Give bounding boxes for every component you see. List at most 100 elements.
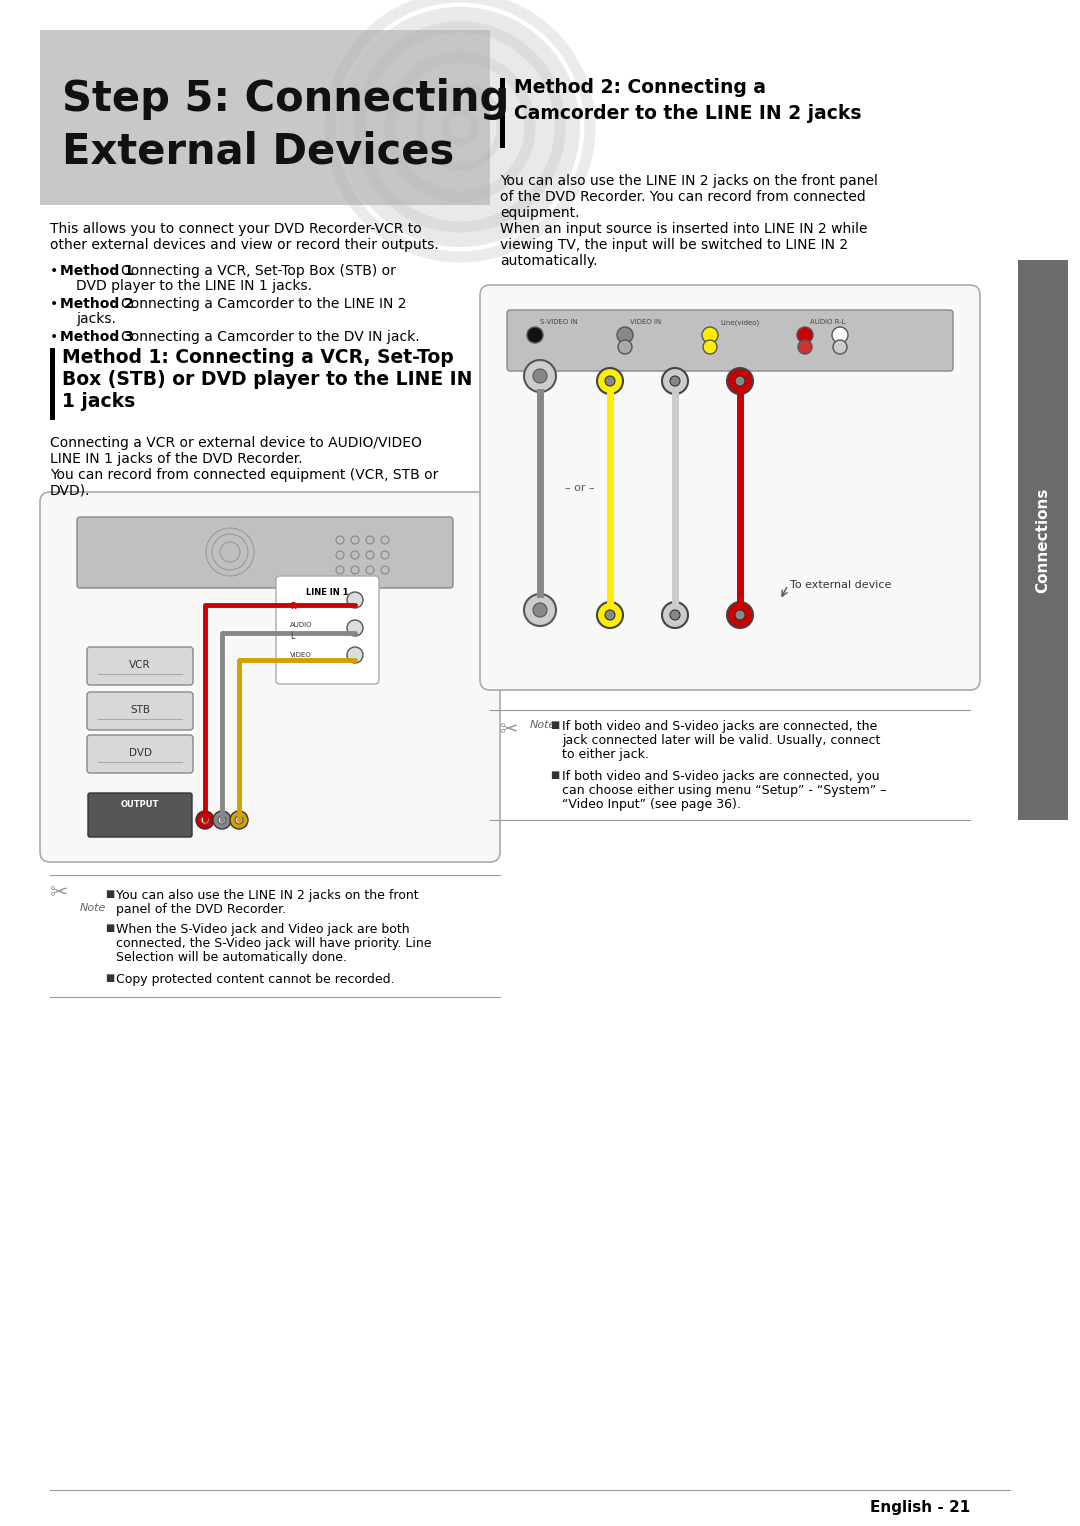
Circle shape bbox=[524, 360, 556, 392]
Circle shape bbox=[347, 647, 363, 662]
Text: If both video and S-video jacks are connected, you: If both video and S-video jacks are conn… bbox=[562, 771, 879, 783]
Text: •: • bbox=[50, 298, 63, 311]
Text: External Devices: External Devices bbox=[62, 130, 455, 172]
Text: To external device: To external device bbox=[789, 580, 891, 591]
Text: : Connecting a VCR, Set-Top Box (STB) or: : Connecting a VCR, Set-Top Box (STB) or bbox=[112, 264, 396, 278]
Circle shape bbox=[727, 368, 753, 394]
Text: S-VIDEO IN: S-VIDEO IN bbox=[540, 319, 578, 325]
Text: equipment.: equipment. bbox=[500, 206, 580, 220]
Text: automatically.: automatically. bbox=[500, 253, 597, 269]
Text: connected, the S-Video jack will have priority. Line: connected, the S-Video jack will have pr… bbox=[116, 937, 432, 951]
Text: “Video Input” (see page 36).: “Video Input” (see page 36). bbox=[562, 798, 741, 810]
Text: of the DVD Recorder. You can record from connected: of the DVD Recorder. You can record from… bbox=[500, 191, 866, 204]
Bar bbox=[500, 78, 505, 148]
Text: LINE IN 1 jacks of the DVD Recorder.: LINE IN 1 jacks of the DVD Recorder. bbox=[50, 452, 302, 465]
Text: ■: ■ bbox=[105, 890, 114, 899]
Text: jacks.: jacks. bbox=[76, 311, 116, 327]
Circle shape bbox=[597, 368, 623, 394]
Text: Line(video): Line(video) bbox=[720, 319, 759, 325]
Circle shape bbox=[727, 601, 753, 629]
Text: : Connecting a Camcorder to the LINE IN 2: : Connecting a Camcorder to the LINE IN … bbox=[112, 298, 406, 311]
Text: LINE IN 1: LINE IN 1 bbox=[306, 588, 348, 597]
Text: Note: Note bbox=[530, 720, 556, 729]
Circle shape bbox=[670, 610, 680, 620]
Circle shape bbox=[201, 816, 210, 824]
Text: •: • bbox=[50, 264, 63, 278]
Circle shape bbox=[347, 592, 363, 607]
Circle shape bbox=[195, 810, 214, 829]
Circle shape bbox=[534, 603, 546, 617]
Text: Method 1: Connecting a VCR, Set-Top: Method 1: Connecting a VCR, Set-Top bbox=[62, 348, 454, 366]
Text: You can record from connected equipment (VCR, STB or: You can record from connected equipment … bbox=[50, 468, 438, 482]
Text: other external devices and view or record their outputs.: other external devices and view or recor… bbox=[50, 238, 438, 252]
Text: If both video and S-video jacks are connected, the: If both video and S-video jacks are conn… bbox=[562, 720, 877, 732]
Text: ■: ■ bbox=[550, 771, 559, 780]
Text: ✂: ✂ bbox=[49, 884, 67, 903]
Text: English - 21: English - 21 bbox=[869, 1500, 970, 1515]
Text: can choose either using menu “Setup” - “System” –: can choose either using menu “Setup” - “… bbox=[562, 784, 887, 797]
Text: OUTPUT: OUTPUT bbox=[121, 800, 159, 809]
Text: Note: Note bbox=[80, 903, 106, 913]
Text: You can also use the LINE IN 2 jacks on the front panel: You can also use the LINE IN 2 jacks on … bbox=[500, 174, 878, 188]
Circle shape bbox=[617, 327, 633, 343]
Text: Connections: Connections bbox=[1036, 487, 1051, 592]
Text: : Connecting a Camcorder to the DV IN jack.: : Connecting a Camcorder to the DV IN ja… bbox=[112, 330, 420, 343]
Circle shape bbox=[703, 340, 717, 354]
Text: Connecting a VCR or external device to AUDIO/VIDEO: Connecting a VCR or external device to A… bbox=[50, 436, 422, 450]
Text: Method 1: Method 1 bbox=[60, 264, 134, 278]
Text: Method 2: Connecting a: Method 2: Connecting a bbox=[514, 78, 766, 98]
Circle shape bbox=[797, 327, 813, 343]
Bar bbox=[1018, 259, 1068, 819]
Text: Step 5: Connecting: Step 5: Connecting bbox=[62, 78, 510, 121]
Text: ✂: ✂ bbox=[499, 720, 517, 740]
Circle shape bbox=[218, 816, 226, 824]
Circle shape bbox=[702, 327, 718, 343]
Circle shape bbox=[662, 601, 688, 629]
Text: Copy protected content cannot be recorded.: Copy protected content cannot be recorde… bbox=[116, 974, 394, 986]
Circle shape bbox=[832, 327, 848, 343]
FancyBboxPatch shape bbox=[87, 794, 192, 836]
Circle shape bbox=[524, 594, 556, 626]
FancyBboxPatch shape bbox=[507, 310, 953, 371]
Text: STB: STB bbox=[130, 705, 150, 716]
Text: DVD: DVD bbox=[129, 748, 151, 758]
Text: VIDEO IN: VIDEO IN bbox=[630, 319, 661, 325]
Text: Box (STB) or DVD player to the LINE IN: Box (STB) or DVD player to the LINE IN bbox=[62, 369, 472, 389]
Circle shape bbox=[735, 375, 745, 386]
Text: to either jack.: to either jack. bbox=[562, 748, 649, 761]
Text: VCR: VCR bbox=[130, 661, 151, 670]
Text: When the S-Video jack and Video jack are both: When the S-Video jack and Video jack are… bbox=[116, 923, 409, 935]
Bar bbox=[50, 348, 55, 420]
Text: VIDEO: VIDEO bbox=[291, 652, 312, 658]
Circle shape bbox=[798, 340, 812, 354]
Circle shape bbox=[534, 369, 546, 383]
Text: L: L bbox=[291, 632, 294, 641]
Circle shape bbox=[597, 601, 623, 629]
Text: ■: ■ bbox=[105, 974, 114, 983]
Circle shape bbox=[347, 620, 363, 636]
FancyBboxPatch shape bbox=[40, 31, 490, 204]
Circle shape bbox=[235, 816, 243, 824]
Text: R: R bbox=[291, 601, 296, 610]
Circle shape bbox=[527, 327, 543, 343]
Text: AUDIO: AUDIO bbox=[291, 623, 312, 629]
Text: Selection will be automatically done.: Selection will be automatically done. bbox=[116, 951, 347, 964]
Text: 1 jacks: 1 jacks bbox=[62, 392, 135, 410]
Text: You can also use the LINE IN 2 jacks on the front: You can also use the LINE IN 2 jacks on … bbox=[116, 890, 419, 902]
FancyBboxPatch shape bbox=[276, 575, 379, 684]
FancyBboxPatch shape bbox=[480, 285, 980, 690]
FancyBboxPatch shape bbox=[87, 736, 193, 774]
Text: ■: ■ bbox=[550, 720, 559, 729]
Text: – or –: – or – bbox=[565, 484, 595, 493]
FancyBboxPatch shape bbox=[87, 691, 193, 729]
Circle shape bbox=[605, 610, 615, 620]
Text: Camcorder to the LINE IN 2 jacks: Camcorder to the LINE IN 2 jacks bbox=[514, 104, 862, 124]
Text: jack connected later will be valid. Usually, connect: jack connected later will be valid. Usua… bbox=[562, 734, 880, 748]
Circle shape bbox=[662, 368, 688, 394]
Circle shape bbox=[618, 340, 632, 354]
FancyBboxPatch shape bbox=[87, 647, 193, 685]
Text: This allows you to connect your DVD Recorder-VCR to: This allows you to connect your DVD Reco… bbox=[50, 221, 422, 237]
Text: AUDIO R-L: AUDIO R-L bbox=[810, 319, 846, 325]
FancyBboxPatch shape bbox=[40, 491, 500, 862]
Text: •: • bbox=[50, 330, 63, 343]
